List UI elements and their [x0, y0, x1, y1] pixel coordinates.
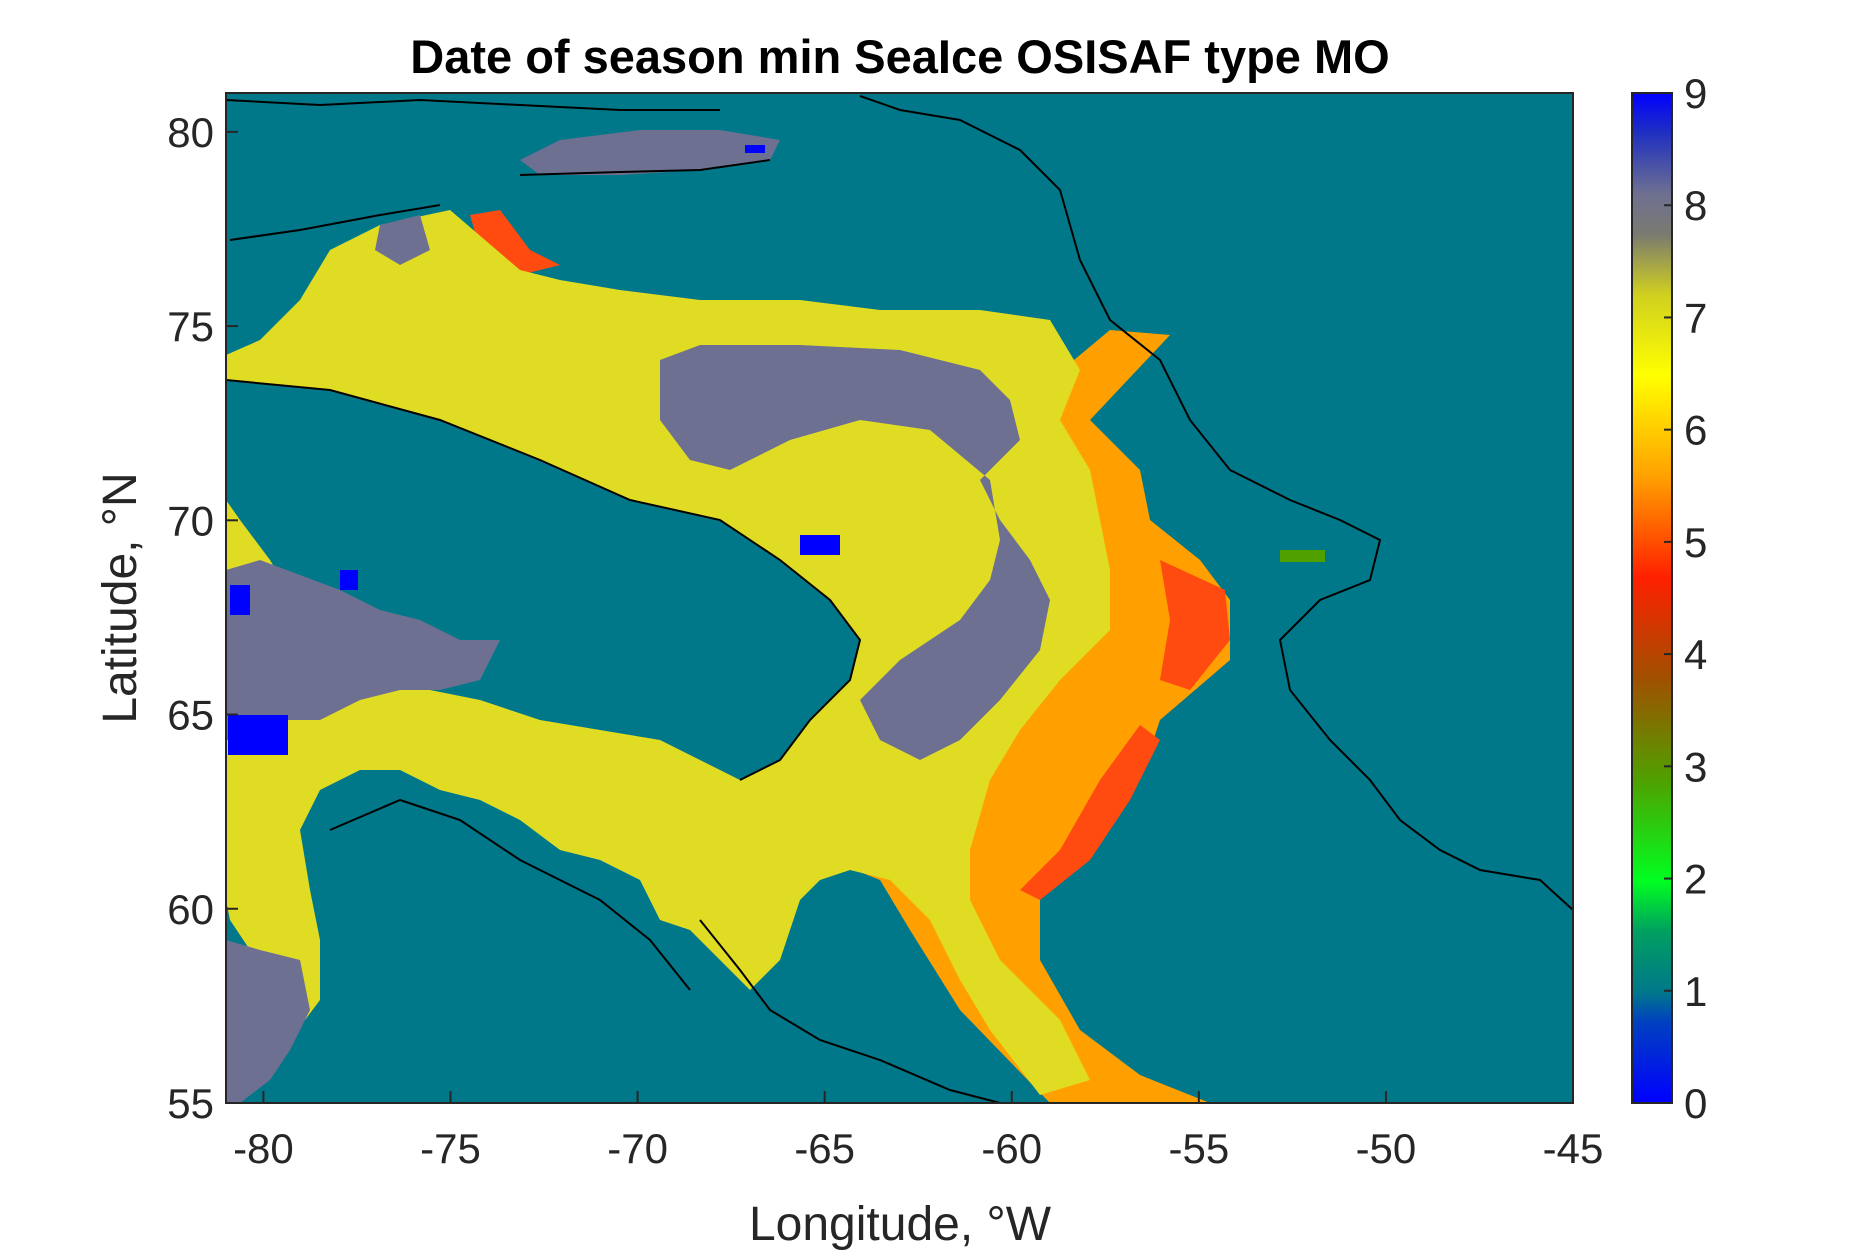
y-tick-label: 75 [167, 303, 214, 350]
colorbar-tick-label: 6 [1684, 407, 1707, 454]
colorbar-frame [1631, 92, 1673, 1104]
region-blue-patch-1 [228, 715, 288, 755]
coastline-ellesmere [226, 98, 771, 241]
y-axis-label: Latitude, °N [94, 472, 147, 723]
colorbar-tick-label: 4 [1684, 631, 1707, 678]
colorbar-tick-label: 2 [1684, 856, 1707, 903]
x-tick-label: -70 [607, 1125, 668, 1172]
colorbar: 0 1 2 3 4 5 6 7 8 9 [1631, 70, 1707, 1127]
colorbar-tick-label: 8 [1684, 182, 1707, 229]
region-ellesmere-grey [520, 130, 780, 175]
region-central-baffin [660, 345, 1050, 760]
x-axis-label: Longitude, °W [749, 1198, 1052, 1250]
region-greenland-edge [1160, 560, 1230, 690]
region-green-patch [1280, 550, 1325, 562]
x-tick-label: -45 [1543, 1125, 1604, 1172]
coastline-ungava [329, 798, 691, 991]
coastlines [226, 95, 1573, 1103]
plot-frame [225, 92, 1574, 1104]
region-ungava [226, 800, 720, 1103]
x-tick-label: -55 [1168, 1125, 1229, 1172]
region-smith-sound-edge [470, 210, 560, 275]
y-tick-label: 80 [167, 109, 214, 156]
y-tick-label: 70 [167, 497, 214, 544]
colorbar-gradient [1632, 93, 1672, 1103]
region-hudson-grey [226, 940, 310, 1103]
x-tick-label: -50 [1356, 1125, 1417, 1172]
x-tick-label: -80 [233, 1125, 294, 1172]
y-tick-label: 55 [167, 1080, 214, 1127]
x-tick-label: -75 [420, 1125, 481, 1172]
coastline-greenland [859, 95, 1573, 911]
region-blue-patch-3 [800, 535, 840, 555]
x-tick-label: -65 [794, 1125, 855, 1172]
colorbar-tick-label: 7 [1684, 294, 1707, 341]
y-tick-label: 65 [167, 692, 214, 739]
colorbar-tick-label: 1 [1684, 968, 1707, 1015]
x-axis: -80 -75 -70 -65 -60 -55 -50 -45 [233, 1091, 1603, 1172]
region-nares-grey [375, 215, 430, 265]
y-tick-label: 60 [167, 886, 214, 933]
y-axis: 55 60 65 70 75 80 [167, 109, 238, 1127]
colorbar-tick-label: 3 [1684, 743, 1707, 790]
colorbar-tick-label: 0 [1684, 1080, 1707, 1127]
colorbar-tick-label: 5 [1684, 519, 1707, 566]
region-foxe-basin [226, 560, 500, 740]
coastline-baffin [226, 379, 862, 781]
plot-area [226, 93, 1573, 1103]
chart-title: Date of season min SeaIce OSISAF type MO [410, 30, 1389, 83]
x-tick-label: -60 [981, 1125, 1042, 1172]
region-blue-patch-4 [340, 570, 358, 590]
coastline-labrador [699, 919, 1001, 1103]
region-blue-patch-5 [745, 145, 765, 153]
colorbar-ticks: 0 1 2 3 4 5 6 7 8 9 [1664, 70, 1707, 1127]
region-blue-patch-2 [230, 585, 250, 615]
region-davis-edge [1020, 725, 1160, 900]
heatmap-regions [226, 130, 1325, 1103]
colorbar-tick-label: 9 [1684, 70, 1707, 117]
